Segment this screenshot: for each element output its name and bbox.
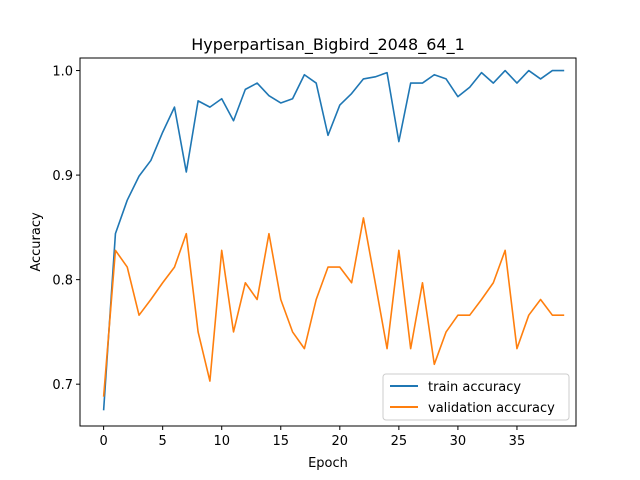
legend: train accuracy validation accuracy <box>382 373 570 421</box>
x-axis-label: Epoch <box>308 456 348 471</box>
x-tick-label: 20 <box>332 434 349 449</box>
plot-area: 0 5 10 15 20 25 30 35 0.7 0.8 0.9 1.0 <box>52 65 565 449</box>
legend-label-validation: validation accuracy <box>428 401 555 416</box>
y-axis-label: Accuracy <box>29 212 44 272</box>
y-tick-label: 0.8 <box>52 274 73 289</box>
y-tick-label: 1.0 <box>52 65 73 80</box>
x-tick-label: 30 <box>450 434 467 449</box>
x-tick-label: 25 <box>391 434 408 449</box>
legend-label-train: train accuracy <box>428 380 521 395</box>
series-line-validation <box>102 217 565 397</box>
x-tick-label: 15 <box>272 434 289 449</box>
x-tick-label: 10 <box>213 434 230 449</box>
series-line-train <box>102 69 565 411</box>
y-tick-label: 0.7 <box>52 378 73 393</box>
chart-title: Hyperpartisan_Bigbird_2048_64_1 <box>191 35 465 55</box>
legend-box <box>382 373 570 421</box>
x-tick-label: 35 <box>509 434 526 449</box>
y-tick-label: 0.9 <box>52 169 73 184</box>
plot-frame <box>79 57 577 427</box>
x-tick-label: 5 <box>159 434 167 449</box>
x-tick-label: 0 <box>99 434 107 449</box>
